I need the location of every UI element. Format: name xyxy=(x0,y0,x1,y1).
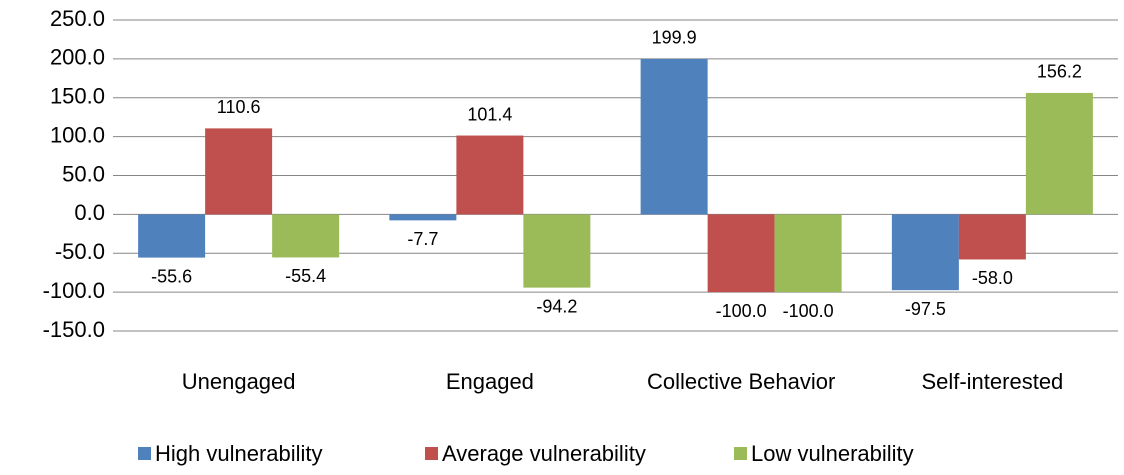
bar xyxy=(523,214,591,288)
bar xyxy=(1025,92,1093,215)
bar xyxy=(891,214,959,291)
data-label: -55.4 xyxy=(285,266,326,286)
bar xyxy=(138,214,206,258)
legend-swatch xyxy=(425,447,438,460)
bar xyxy=(640,58,708,215)
data-label: 156.2 xyxy=(1037,62,1082,82)
data-label: -58.0 xyxy=(972,268,1013,288)
data-label: -55.6 xyxy=(151,266,192,286)
legend-label: High vulnerability xyxy=(155,441,323,466)
data-label: 101.4 xyxy=(467,104,512,124)
y-tick-label: -100.0 xyxy=(43,278,105,303)
y-tick-label: 200.0 xyxy=(50,45,105,70)
bar xyxy=(774,214,842,293)
data-label: -7.7 xyxy=(407,229,438,249)
x-tick-label: Self-interested xyxy=(921,369,1063,394)
data-label: -97.5 xyxy=(905,299,946,319)
data-label: 110.6 xyxy=(217,97,261,117)
x-tick-label: Unengaged xyxy=(182,369,296,394)
legend-swatch xyxy=(734,447,747,460)
y-tick-label: 50.0 xyxy=(62,161,105,186)
data-label: 199.9 xyxy=(652,28,697,48)
y-tick-label: 0.0 xyxy=(74,200,105,225)
y-tick-label: 100.0 xyxy=(50,122,105,147)
data-label: -100.0 xyxy=(716,301,767,321)
bar xyxy=(707,214,775,293)
data-label: -100.0 xyxy=(783,301,834,321)
x-tick-label: Collective Behavior xyxy=(647,369,835,394)
bar xyxy=(272,214,340,258)
legend-swatch xyxy=(138,447,151,460)
bar xyxy=(389,214,457,221)
y-tick-label: 150.0 xyxy=(50,84,105,109)
legend-label: Average vulnerability xyxy=(442,441,646,466)
bar xyxy=(456,135,524,215)
x-tick-label: Engaged xyxy=(446,369,534,394)
legend-label: Low vulnerability xyxy=(751,441,914,466)
bar xyxy=(958,214,1026,260)
bar xyxy=(205,128,273,215)
y-tick-label: 250.0 xyxy=(50,6,105,31)
y-tick-label: -150.0 xyxy=(43,317,105,342)
y-tick-label: -50.0 xyxy=(55,239,105,264)
data-label: -94.2 xyxy=(536,296,577,316)
